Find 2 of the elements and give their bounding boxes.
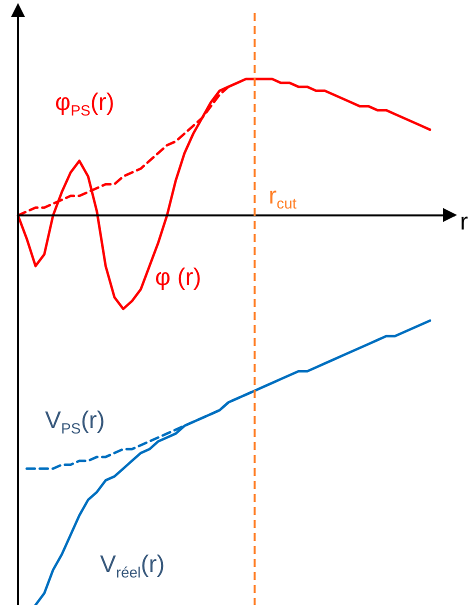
x-axis-title: r xyxy=(460,208,468,236)
series-label: φ (r) xyxy=(155,264,202,291)
